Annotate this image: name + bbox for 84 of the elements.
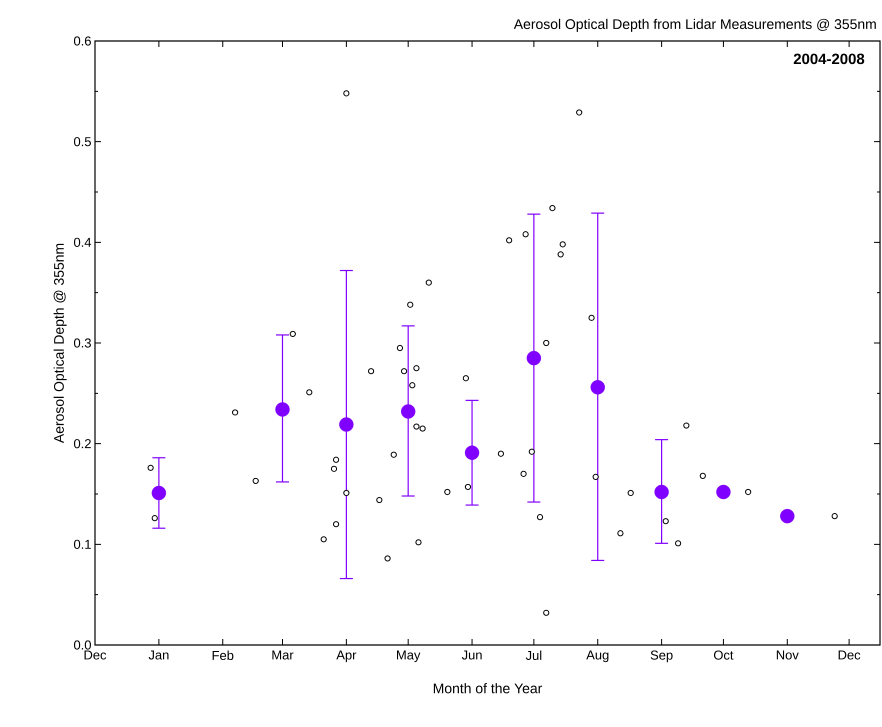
x-tick-label: Sep (650, 650, 673, 662)
point (332, 456, 340, 463)
point (415, 539, 422, 546)
point (464, 446, 480, 460)
point (332, 521, 340, 528)
point (413, 423, 420, 430)
x-tick-label: Apr (336, 650, 356, 662)
x-tick-label: Oct (714, 650, 734, 660)
point (526, 350, 542, 366)
y-tick-label: 0.3 (74, 338, 91, 348)
x-tick-label: Jul (526, 650, 542, 660)
point (522, 231, 529, 238)
point (683, 422, 690, 429)
point (462, 375, 469, 382)
y-tick-label: 0.0 (74, 640, 91, 650)
point (560, 241, 566, 248)
point (832, 513, 838, 520)
point (407, 302, 414, 308)
point (148, 464, 154, 471)
point (520, 470, 527, 477)
point (306, 389, 312, 396)
point (700, 472, 706, 479)
point (590, 380, 605, 394)
x-tick-label: May (397, 650, 420, 662)
point (558, 251, 564, 258)
point (576, 109, 582, 116)
point (549, 205, 556, 212)
annotation: 2004-2008 (794, 54, 864, 64)
x-tick-label: Feb (212, 650, 234, 660)
x-tick-label: Jun (462, 650, 482, 660)
point (444, 488, 450, 496)
y-tick-label: 0.4 (74, 238, 92, 247)
point (330, 466, 338, 472)
point (588, 314, 595, 321)
x-axis-title: Month of the Year (434, 683, 542, 694)
point (320, 536, 327, 542)
point (420, 425, 426, 432)
point (152, 515, 158, 522)
point (592, 474, 599, 480)
point (252, 478, 259, 484)
point (376, 496, 382, 504)
x-tick-label: Dec (84, 650, 106, 660)
point (426, 279, 432, 286)
point (275, 402, 290, 417)
point (498, 450, 504, 457)
point (536, 514, 544, 520)
x-tick-label: Aug (586, 650, 608, 662)
chart-title: Aerosol Optical Depth from Lidar Measurements @ 355nm (514, 18, 876, 32)
x-tick-label: Mar (272, 650, 294, 660)
point (400, 404, 416, 419)
point (409, 382, 416, 388)
y-tick-label: 0.2 (74, 439, 91, 448)
y-tick-label: 0.6 (74, 36, 91, 46)
point (716, 484, 731, 500)
point (339, 417, 354, 432)
point (674, 540, 682, 546)
point (543, 340, 550, 346)
point (617, 530, 624, 536)
point (152, 486, 166, 500)
point (745, 488, 752, 496)
y-axis-title: Aerosol Optical Depth @ 355nm (54, 244, 67, 444)
y-tick-label: 0.5 (74, 137, 91, 146)
point (464, 484, 472, 490)
point (390, 452, 397, 458)
point (232, 409, 238, 416)
point (396, 344, 404, 352)
point (506, 237, 512, 244)
x-tick-label: Dec (838, 650, 860, 660)
point (343, 490, 350, 496)
y-tick-label: 0.1 (74, 540, 91, 549)
x-tick-label: Nov (776, 650, 799, 660)
point (343, 90, 350, 96)
point (543, 610, 550, 616)
point (528, 448, 535, 455)
point (368, 368, 374, 374)
point (384, 555, 391, 562)
x-tick-label: Jan (148, 650, 168, 660)
point (654, 484, 669, 500)
point (413, 365, 420, 372)
point (662, 518, 669, 524)
point (628, 490, 634, 496)
point (780, 508, 794, 524)
point (400, 368, 408, 374)
point (290, 330, 296, 338)
